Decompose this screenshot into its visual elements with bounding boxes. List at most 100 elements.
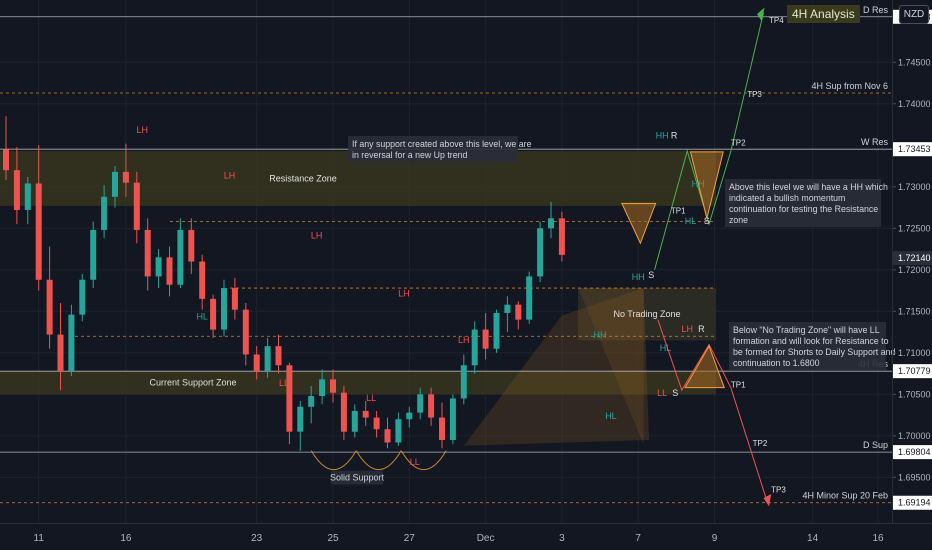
support-arc xyxy=(400,450,447,470)
note-text: be formed for Shorts to Daily Support an… xyxy=(733,347,895,357)
candle-body xyxy=(275,346,282,366)
candle-body xyxy=(264,346,271,372)
candle-body xyxy=(210,298,217,330)
candle-body xyxy=(144,229,151,277)
tp-label: TP1 xyxy=(671,206,686,215)
pattern-triangle xyxy=(621,202,657,245)
swing-label: LL xyxy=(410,457,420,467)
pattern-label: R xyxy=(698,324,705,334)
price-tick-label: 1.71000 xyxy=(898,348,931,358)
zone-label: Current Support Zone xyxy=(149,378,236,388)
price-tick-label: 1.74000 xyxy=(898,99,931,109)
price-tag: 1.69804 xyxy=(898,447,931,457)
support-arc xyxy=(310,450,357,470)
swing-label: HH xyxy=(594,330,607,340)
price-tag-bg xyxy=(893,495,932,510)
date-tick-label: 14 xyxy=(807,533,819,544)
projection-shade xyxy=(463,288,650,446)
candles xyxy=(3,116,565,451)
candle-body xyxy=(493,312,500,349)
swing-label: LH xyxy=(458,335,470,345)
chart-title: 4H Analysis xyxy=(787,5,860,23)
zone-rect xyxy=(0,371,716,395)
pattern-label: LL xyxy=(657,388,667,398)
level-name: D Sup xyxy=(863,440,888,450)
candle-body xyxy=(188,229,195,262)
note-box xyxy=(729,322,886,370)
note-text: Below "No Trading Zone" will have LL xyxy=(733,325,880,335)
date-tick-label: Dec xyxy=(477,533,495,544)
candle-body xyxy=(122,171,129,183)
date-tick-label: 9 xyxy=(712,533,718,544)
swing-label: HL xyxy=(605,411,617,421)
levels xyxy=(0,16,892,504)
date-tick-label: 16 xyxy=(872,533,884,544)
swing-label: HL xyxy=(196,312,208,322)
candle-body xyxy=(471,329,478,366)
bear-arrow-head xyxy=(763,493,772,507)
note-text: continuation to 1.6800 xyxy=(733,358,820,368)
price-tag: 1.72140 xyxy=(898,253,931,263)
pattern-label: LH xyxy=(681,324,693,334)
candle-body xyxy=(101,196,108,230)
candle-body xyxy=(90,229,97,280)
date-tick-label: 11 xyxy=(34,533,45,544)
candle-body xyxy=(177,229,184,285)
candle-body xyxy=(297,406,304,432)
candle-body xyxy=(319,379,326,396)
candle-body xyxy=(330,379,336,393)
candle-body xyxy=(460,365,467,399)
candle-body xyxy=(199,261,206,299)
drawings xyxy=(310,7,772,507)
candle-body xyxy=(57,334,64,372)
candle-body xyxy=(166,257,173,285)
currency-button[interactable]: NZD xyxy=(899,5,929,24)
zones xyxy=(0,151,716,446)
price-axis-separator xyxy=(892,0,893,523)
candle-body xyxy=(417,394,424,413)
zone-label: No Trading Zone xyxy=(613,309,680,319)
pattern-triangle xyxy=(684,345,726,389)
projection-shade xyxy=(578,288,644,445)
swing-label: LH xyxy=(136,125,148,135)
candle-body xyxy=(406,412,413,420)
candle-body xyxy=(428,394,435,418)
price-tag: 1.70779 xyxy=(898,366,931,376)
solid-support-label: Solid Support xyxy=(330,473,385,483)
candle-body xyxy=(155,257,162,277)
price-tag: 1.73453 xyxy=(898,144,931,154)
swing-label: LH xyxy=(224,170,236,180)
bear-path xyxy=(657,319,768,501)
candle-body xyxy=(231,288,238,310)
candle-body xyxy=(449,398,456,440)
swing-label: HH xyxy=(692,179,705,189)
candle-body xyxy=(362,410,369,418)
bull-path xyxy=(654,12,765,270)
tp-label: TP3 xyxy=(747,90,762,99)
note-text: continuation for testing the Resistance xyxy=(729,204,878,214)
note-text: If any support created above this level,… xyxy=(352,139,532,149)
price-tick-label: 1.70000 xyxy=(898,431,931,441)
candle-body xyxy=(351,410,358,432)
note-box xyxy=(725,179,881,227)
swing-label: LH xyxy=(311,230,323,240)
swing-label: HH xyxy=(632,272,645,282)
candle-body xyxy=(548,218,554,229)
candle-body xyxy=(46,279,53,335)
price-tag: 1.69194 xyxy=(898,498,931,508)
candle-body xyxy=(537,228,544,277)
level-name: D Res xyxy=(863,5,889,15)
tp-label: TP3 xyxy=(771,485,786,494)
tp-label: TP1 xyxy=(731,381,746,390)
price-tag-bg xyxy=(893,142,932,157)
date-tick-label: 7 xyxy=(635,533,641,544)
price-tag-bg xyxy=(893,445,932,460)
date-tick-label: 3 xyxy=(559,533,565,544)
price-tick-label: 1.74500 xyxy=(898,57,931,67)
time-axis-separator xyxy=(0,523,932,524)
labels: Resistance Zone Current Support Zone No Tr… xyxy=(136,5,895,501)
swing-label: LL xyxy=(279,378,289,388)
pattern-triangle xyxy=(689,151,724,219)
pattern-label: S xyxy=(648,270,654,280)
